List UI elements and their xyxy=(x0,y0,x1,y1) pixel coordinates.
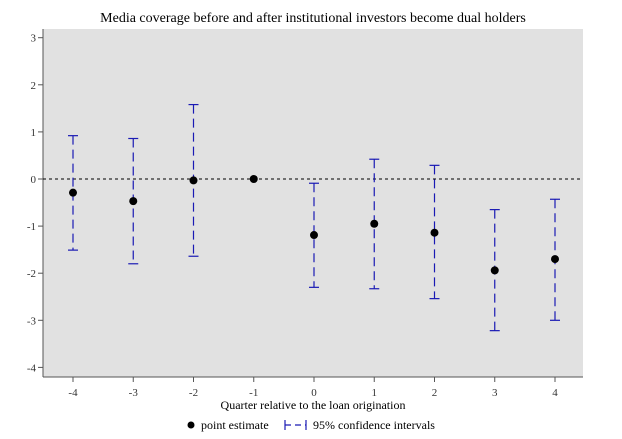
y-tick-label: 2 xyxy=(31,80,37,92)
x-tick-label: -3 xyxy=(129,387,139,399)
y-axis: 3 2 1 0 -1 -2 -3 -4 xyxy=(27,29,44,377)
x-tick-label: 0 xyxy=(311,387,317,399)
point-estimate xyxy=(490,266,499,275)
point-estimate xyxy=(430,228,439,237)
legend-point-label: point estimate xyxy=(201,418,269,432)
point-estimate xyxy=(370,219,379,228)
y-tick-label: -3 xyxy=(27,315,37,327)
y-tick-label: -2 xyxy=(27,268,36,280)
y-tick-label: -1 xyxy=(27,221,36,233)
x-tick-label: -2 xyxy=(189,387,198,399)
y-tick-label: 1 xyxy=(31,127,37,139)
y-tick-label: 0 xyxy=(31,174,37,186)
y-tick-label: 3 xyxy=(31,33,37,45)
point-estimate xyxy=(189,176,198,185)
x-axis-label: Quarter relative to the loan origination xyxy=(221,398,406,412)
point-estimate xyxy=(69,188,77,197)
chart-title: Media coverage before and after institut… xyxy=(100,11,526,26)
x-tick-label: -4 xyxy=(68,387,78,399)
legend-ci-label: 95% confidence intervals xyxy=(313,418,435,432)
legend-ci-marker xyxy=(284,420,307,430)
point-estimate xyxy=(129,197,138,206)
x-axis: -4 -3 -2 -1 0 1 2 3 4 xyxy=(43,376,583,399)
x-tick-label: 4 xyxy=(552,387,558,399)
y-tick-label: -4 xyxy=(27,362,37,374)
x-tick-label: 3 xyxy=(492,387,498,399)
point-layer xyxy=(69,175,559,275)
point-estimate xyxy=(249,175,258,183)
x-tick-label: 2 xyxy=(432,387,438,399)
point-estimate xyxy=(551,255,559,264)
x-tick-label: 1 xyxy=(372,387,378,399)
legend: point estimate 95% confidence intervals xyxy=(187,418,435,432)
legend-point-marker xyxy=(187,421,195,429)
point-estimate xyxy=(310,231,318,240)
plot-area xyxy=(43,29,583,377)
x-tick-label: -1 xyxy=(249,387,258,399)
